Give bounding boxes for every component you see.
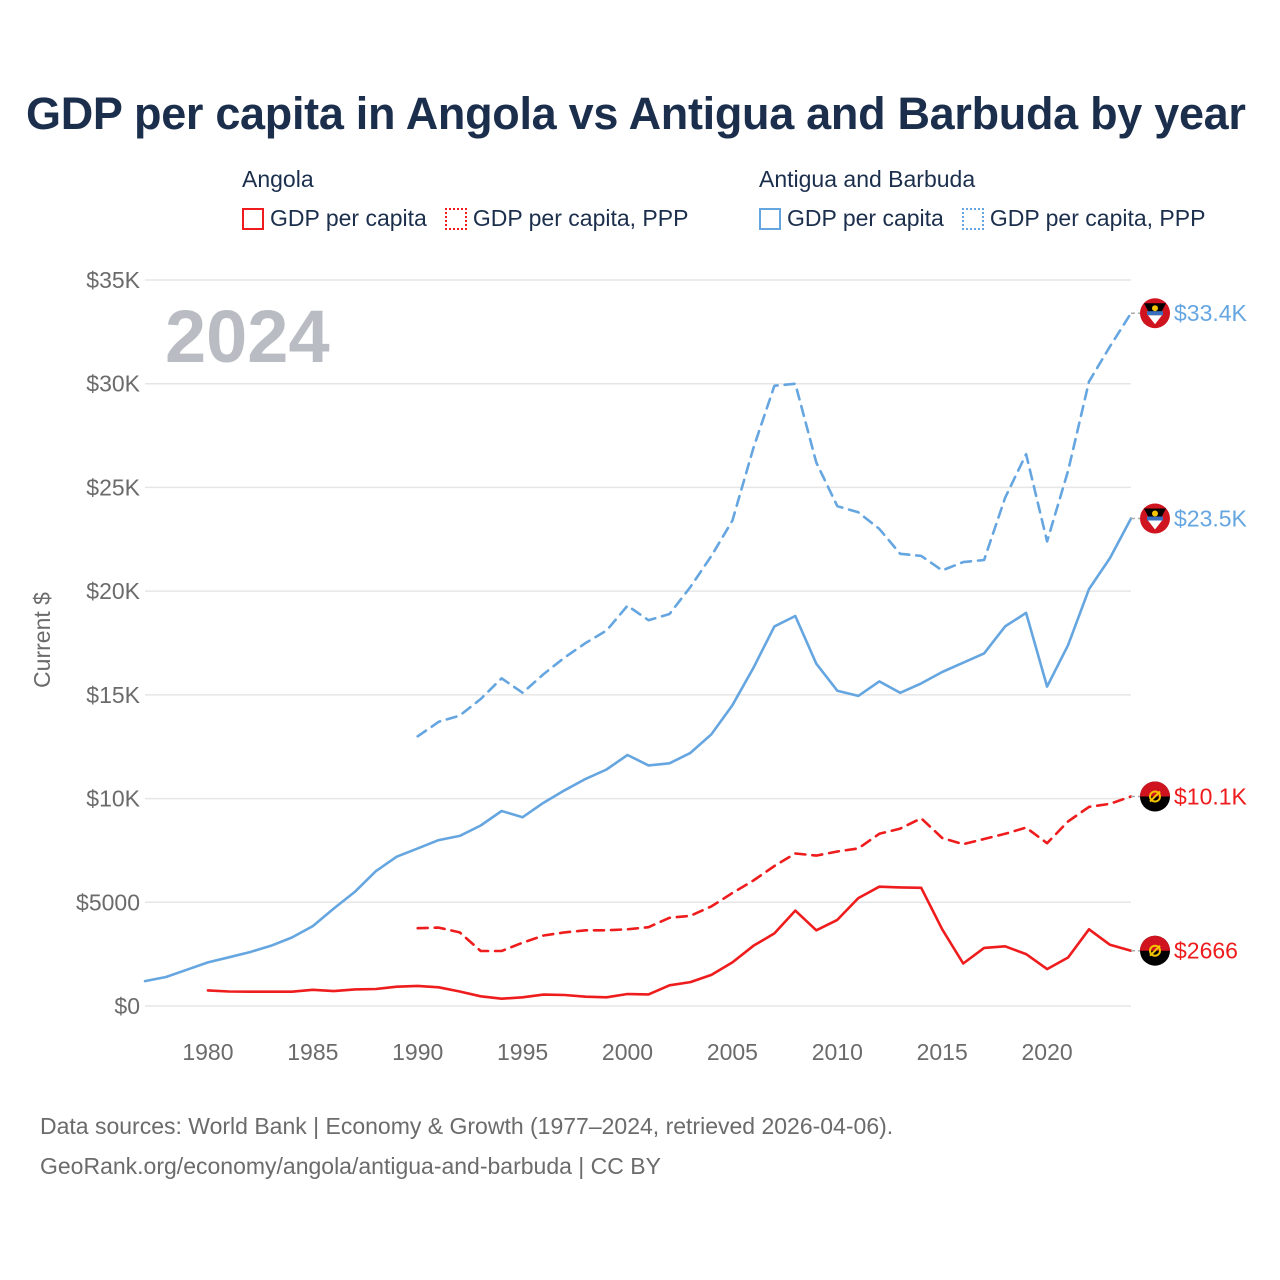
- legend-label: GDP per capita, PPP: [472, 205, 689, 231]
- end-label-ago-ppp: $10.1K: [1174, 783, 1248, 809]
- end-label-ago-gdp: $2666: [1174, 938, 1238, 964]
- series-line-ago-ppp[interactable]: [416, 795, 1133, 953]
- legend-swatch-solid: [242, 207, 264, 230]
- legend-swatch-dotted: [444, 207, 467, 230]
- year-watermark: 2024: [165, 295, 330, 378]
- x-tick-label: 2020: [1021, 1039, 1072, 1065]
- series-lines: [143, 311, 1133, 1001]
- y-tick-label: $35K: [86, 267, 140, 293]
- antigua-and-barbuda-flag-icon: [1140, 298, 1170, 329]
- legend-item-antigua-gdp[interactable]: GDP per capita: [759, 205, 944, 232]
- y-tick-label: $15K: [86, 682, 140, 708]
- legend-label: GDP per capita: [787, 205, 944, 231]
- angola-flag-icon: [1140, 781, 1170, 812]
- y-tick-label: $25K: [86, 474, 140, 500]
- legend-label: GDP per capita: [270, 205, 427, 231]
- x-tick-label: 2000: [602, 1039, 653, 1065]
- end-label-atg-ppp: $33.4K: [1174, 300, 1248, 326]
- y-tick-label: $30K: [86, 371, 140, 397]
- series-line-atg-ppp[interactable]: [416, 311, 1133, 738]
- x-tick-label: 1995: [497, 1039, 548, 1065]
- angola-flag-icon: [1140, 935, 1170, 966]
- x-tick-label: 1985: [287, 1039, 338, 1065]
- legend-swatch-solid: [759, 207, 781, 230]
- series-line-ago-gdp[interactable]: [206, 885, 1133, 1001]
- legend-swatch-dotted: [961, 207, 984, 230]
- x-tick-label: 2010: [812, 1039, 863, 1065]
- x-tick-label: 1980: [182, 1039, 233, 1065]
- end-label-atg-gdp: $23.5K: [1174, 506, 1248, 532]
- chart-title: GDP per capita in Angola vs Antigua and …: [26, 88, 1246, 139]
- y-tick-label: $5000: [76, 889, 140, 915]
- legend-group-antigua-and-barbuda: Antigua and Barbuda GDP per capita GDP p…: [759, 163, 1223, 232]
- legend-item-antigua-gdp-ppp[interactable]: GDP per capita, PPP: [961, 205, 1206, 232]
- x-tick-label: 2015: [917, 1039, 968, 1065]
- series-line-atg-gdp[interactable]: [143, 517, 1133, 983]
- x-tick-label: 1990: [392, 1039, 443, 1065]
- legend-group-name: Angola: [242, 166, 314, 192]
- x-axis-ticks: 1980 1985 1990 1995 2000 2005 2010 2015 2020: [182, 1039, 1072, 1065]
- antigua-and-barbuda-flag-icon: [1140, 503, 1170, 534]
- x-tick-label: 2005: [707, 1039, 758, 1065]
- sources-line-1: Data sources: World Bank | Economy & Gro…: [40, 1113, 894, 1139]
- y-axis-label: Current $: [29, 592, 55, 688]
- legend-group-name: Antigua and Barbuda: [759, 166, 976, 192]
- sources-line-2[interactable]: GeoRank.org/economy/angola/antigua-and-b…: [40, 1153, 661, 1179]
- y-tick-label: $0: [114, 993, 140, 1019]
- legend-item-angola-gdp-ppp[interactable]: GDP per capita, PPP: [444, 205, 689, 232]
- y-tick-label: $10K: [86, 786, 140, 812]
- legend-item-angola-gdp[interactable]: GDP per capita: [242, 205, 427, 232]
- legend-label: GDP per capita, PPP: [989, 205, 1206, 231]
- y-axis-ticks: $0 $5000 $10K $15K $20K $25K $30K $35K: [76, 267, 141, 1019]
- end-labels: $33.4K $23.5K $10.1K $2666: [1131, 298, 1248, 966]
- legend-group-angola: Angola GDP per capita GDP per capita, PP…: [242, 163, 706, 232]
- data-sources: Data sources: World Bank | Economy & Gro…: [40, 1106, 893, 1186]
- line-chart: 2024 Current $ $0 $5000 $10K $15K $20K $25K $3…: [29, 267, 1248, 1065]
- grid-lines: [145, 279, 1131, 1007]
- y-tick-label: $20K: [86, 578, 140, 604]
